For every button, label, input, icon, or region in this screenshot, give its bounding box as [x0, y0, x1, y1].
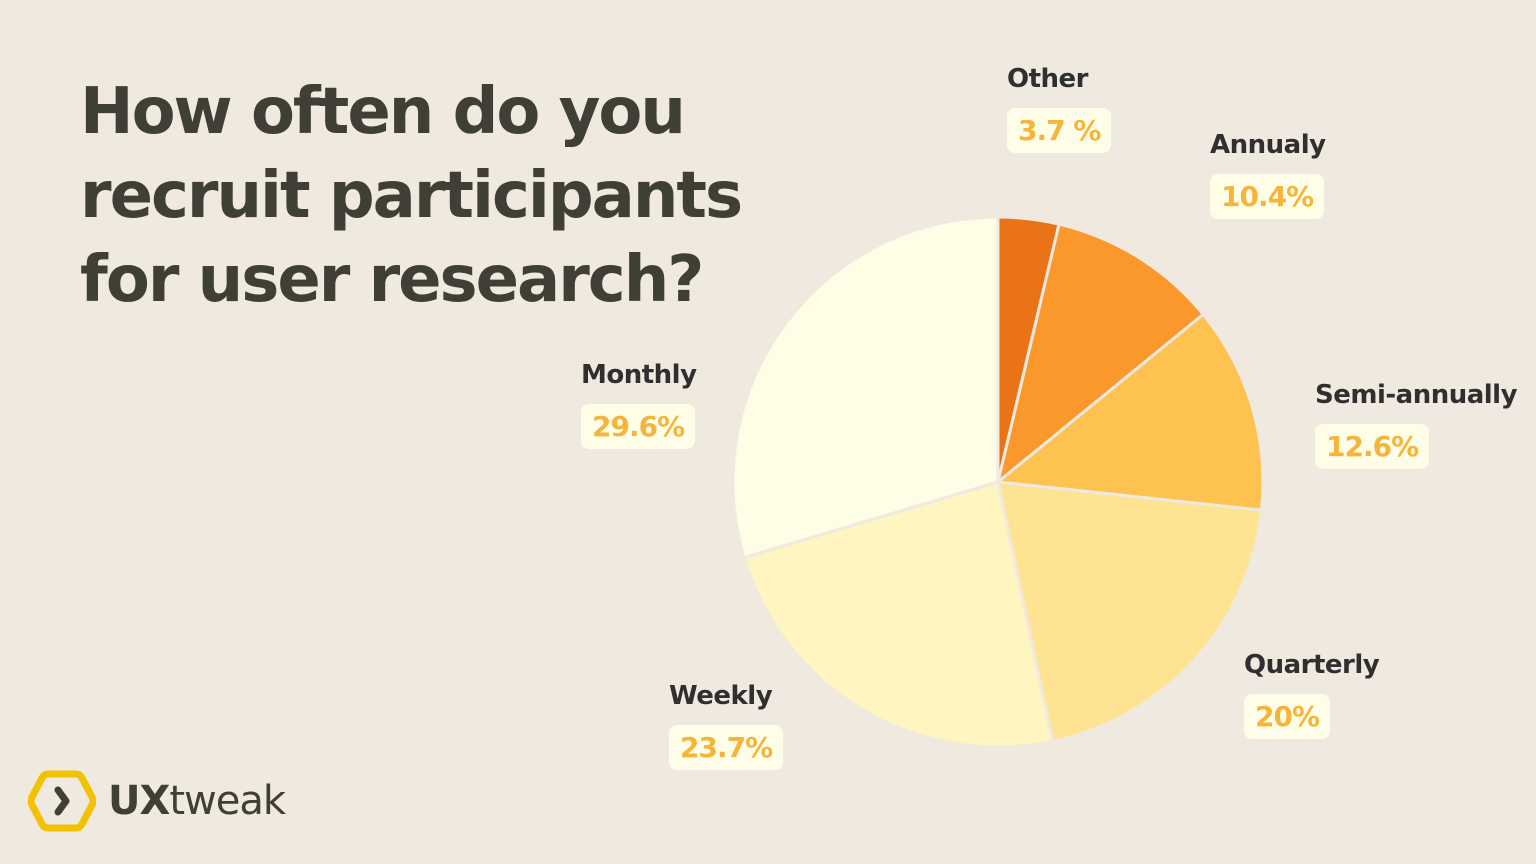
label-semi-name: Semi-annually — [1315, 380, 1518, 410]
title-line-1: How often do you — [80, 75, 686, 149]
label-quarterly-name: Quarterly — [1244, 650, 1380, 680]
brand-name: UXtweak — [108, 778, 286, 824]
label-weekly-value: 23.7% — [669, 725, 784, 770]
pie-slice-quarterly — [996, 480, 1263, 743]
label-semi-value: 12.6% — [1315, 424, 1430, 469]
label-monthly-value: 29.6% — [581, 404, 696, 449]
label-annualy-name: Annualy — [1210, 130, 1326, 160]
label-quarterly-value: 20% — [1244, 694, 1331, 739]
pie-slice-annualy — [996, 222, 1205, 484]
label-quarterly: Quarterly 20% — [1244, 650, 1380, 739]
label-annualy-value: 10.4% — [1210, 174, 1325, 219]
label-other: Other 3.7 % — [1007, 64, 1112, 153]
label-other-name: Other — [1007, 64, 1089, 94]
title-line-3: for user research? — [80, 243, 704, 317]
brand-name-light: tweak — [169, 778, 286, 824]
hexagon-chevron-icon — [28, 770, 96, 832]
brand-logo: UXtweak — [28, 768, 286, 834]
label-weekly-name: Weekly — [669, 681, 773, 711]
chart-title: How often do you recruit participants fo… — [80, 70, 760, 322]
brand-name-bold: UX — [108, 778, 170, 824]
label-semi-annually: Semi-annually 12.6% — [1315, 380, 1518, 469]
title-line-2: recruit participants — [80, 159, 743, 233]
label-monthly: Monthly 29.6% — [581, 360, 697, 449]
pie-slice-weekly — [742, 480, 1055, 749]
label-annualy: Annualy 10.4% — [1210, 130, 1326, 219]
label-other-value: 3.7 % — [1007, 108, 1112, 153]
pie-slice-semi-annually — [996, 312, 1265, 512]
label-weekly: Weekly 23.7% — [669, 681, 784, 770]
label-monthly-name: Monthly — [581, 360, 697, 390]
pie-slice-monthly — [731, 215, 1000, 560]
